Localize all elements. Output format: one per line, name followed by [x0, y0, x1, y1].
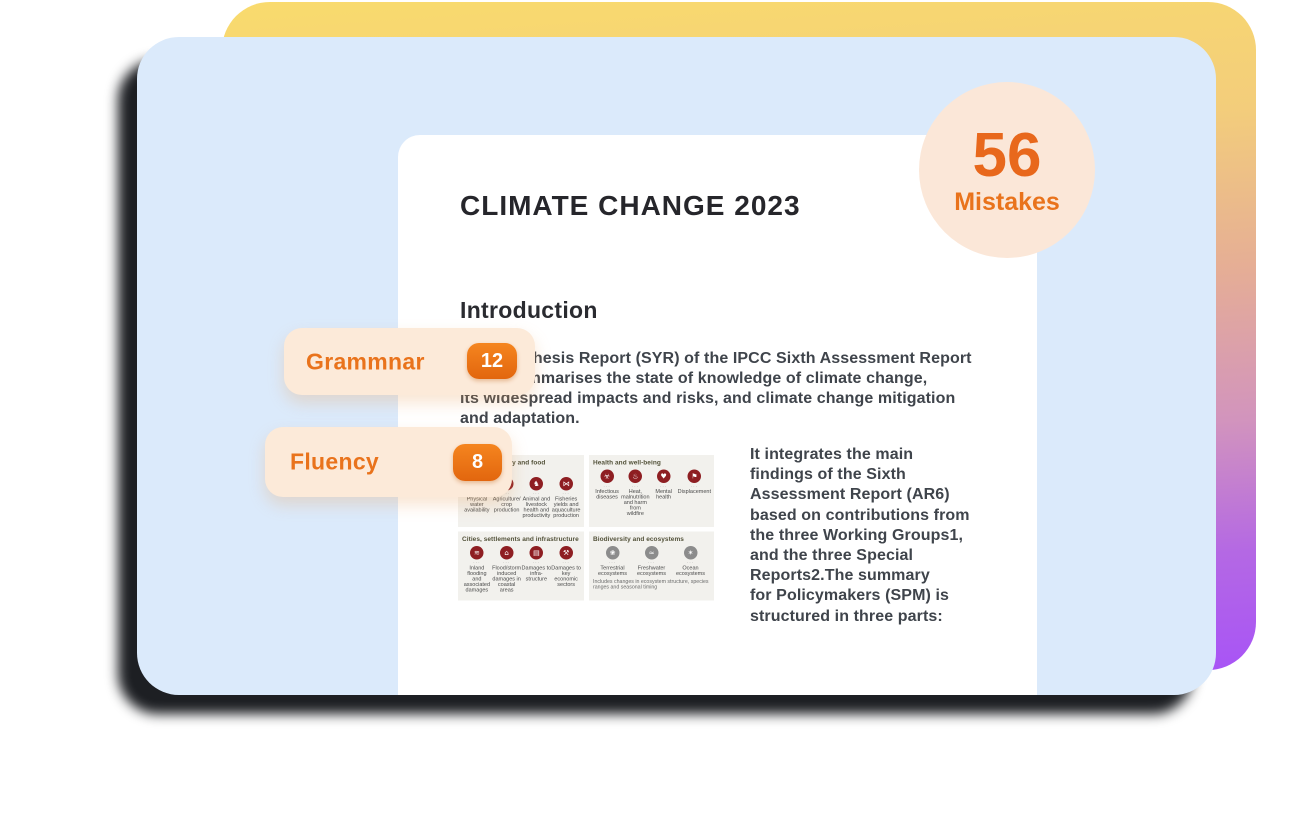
livestock-health-icon: ♞ [529, 477, 544, 491]
figure-panel: Cities, settlements and infrastructure ≋ ·… [458, 531, 584, 601]
figure-panel-title: Biodiversity and ecosystems [593, 535, 684, 543]
side-paragraph-line: and the three Special [750, 547, 914, 565]
fisheries-icon: ⋈ [559, 477, 573, 491]
figure-items-row: ☣ ··· Infectious diseases ♨ ··· Heat, malnutr… [593, 469, 711, 517]
displacement-icon: ⚑ [687, 469, 702, 483]
intro-paragraph: This Synthesis Report (SYR) of the IPCC … [460, 349, 972, 429]
grammar-pill-label: Grammnar [306, 348, 425, 374]
figure-item-label: Inland flooding and associated damages [463, 565, 491, 593]
side-paragraph-line: for Policymakers (SPM) is [750, 587, 950, 605]
figure-item: ⌂ ··· Flood/storm induced damages in coast… [492, 546, 522, 593]
figure-item: ☣ ··· Infectious diseases [593, 469, 621, 517]
side-paragraph-line: based on contributions from [750, 506, 970, 524]
figure-item: ▤ ··· Damages to infra-structure [522, 546, 552, 593]
intro-paragraph-line: its widespread impacts and risks, and cl… [460, 390, 956, 407]
figure-item: ⚑ ··· Displacement [677, 469, 711, 517]
fluency-annotation-pill[interactable]: Fluency 8 [265, 427, 512, 497]
confidence-dots: ··· [562, 560, 570, 565]
mistakes-label: Mistakes [954, 187, 1060, 216]
confidence-dots: ··· [686, 560, 695, 565]
fluency-pill-label: Fluency [290, 448, 380, 475]
side-paragraph-line: structured in three parts: [750, 607, 943, 625]
side-paragraph-line: Assessment Report (AR6) [750, 486, 950, 504]
fluency-count-chip: 8 [453, 444, 502, 481]
figure-item-label: Fisheries yields and aquaculture product… [551, 496, 581, 519]
figure-item: ❀ ··· Terrestrial ecosystems [593, 546, 632, 577]
figure-items-row: ❀ ··· Terrestrial ecosystems ≈ ··· Freshwater… [593, 546, 711, 577]
document-title: CLIMATE CHANGE 2023 [460, 190, 801, 221]
figure-item-label: Ocean ecosystems [675, 565, 706, 577]
confidence-dots: ··· [502, 491, 511, 496]
confidence-dots: ··· [562, 491, 570, 496]
figure-item-label: Damages to infra-structure [521, 565, 552, 582]
figure-item: ⋈ ··· Fisheries yields and aquaculture pro… [551, 477, 581, 519]
intro-paragraph-line: (AR6) summarises the state of knowledge … [460, 370, 928, 387]
confidence-dots: ··· [603, 483, 611, 489]
heat-malnutrition-icon: ♨ [628, 469, 643, 483]
freshwater-ecosystems-icon: ≈ [644, 546, 659, 560]
figure-item-label: Flood/storm induced damages in coastal a… [492, 565, 522, 593]
confidence-dots: ··· [647, 560, 656, 565]
figure-panel-title: Health and well-being [593, 458, 661, 467]
figure-item-label: Terrestrial ecosystems [597, 565, 628, 577]
coastal-flood-icon: ⌂ [499, 546, 514, 560]
figure-item: ⚒ ··· Damages to key economic sectors [551, 546, 581, 593]
section-heading: Introduction [460, 297, 598, 323]
figure-item: ♥ ··· Mental health [650, 469, 678, 517]
confidence-dots: ··· [659, 483, 668, 489]
mistakes-count: 56 [972, 120, 1042, 190]
confidence-dots: ··· [473, 560, 481, 565]
figure-panel-note: Includes changes in ecosystem structure,… [593, 578, 709, 590]
grammar-annotation-pill[interactable]: Grammnar 12 [284, 328, 535, 395]
confidence-dots: ··· [631, 483, 640, 489]
side-paragraph-line: It integrates the main [750, 446, 914, 463]
mental-health-icon: ♥ [656, 469, 671, 483]
inland-flooding-icon: ≋ [470, 546, 484, 560]
side-paragraph-line: the three Working Groups1, [750, 526, 963, 544]
confidence-dots: ··· [532, 560, 541, 565]
confidence-dots: ··· [502, 560, 511, 565]
figure-item-label: Physical water availability [464, 496, 490, 513]
figure-item: ♞ ··· Animal and livestock health and prod… [522, 477, 552, 519]
figure-panel-title: Cities, settlements and infrastructure [462, 535, 579, 543]
figure-item: ♨ ··· Heat, malnutrition and harm from wil… [621, 469, 650, 517]
ocean-ecosystems-icon: ✶ [683, 546, 698, 560]
confidence-dots: ··· [608, 560, 617, 565]
infectious-diseases-icon: ☣ [600, 469, 614, 483]
figure-panel: Health and well-being ☣ ··· Infectious dise… [589, 455, 714, 527]
figure-item-label: Heat, malnutrition and harm from wildfir… [621, 488, 650, 517]
intro-paragraph-line: This Synthesis Report (SYR) of the IPCC … [460, 350, 972, 367]
figure-item-label: Damages to key economic sectors [551, 565, 581, 588]
figure-panel: Biodiversity and ecosystems ❀ ··· Terrestri… [589, 531, 714, 601]
mistakes-badge: 56 Mistakes [919, 82, 1095, 258]
figure-item-label: Animal and livestock health and producti… [522, 496, 551, 519]
side-paragraph-line: findings of the Sixth [750, 466, 906, 484]
figure-item: ≈ ··· Freshwater ecosystems [632, 546, 671, 577]
confidence-dots: ··· [690, 483, 699, 489]
figure-items-row: ≋ ··· Inland flooding and associated damag… [462, 546, 581, 593]
terrestrial-ecosystems-icon: ❀ [605, 546, 620, 560]
side-paragraph: It integrates the main findings of the Si… [750, 445, 970, 627]
figure-item-label: Infectious diseases [595, 488, 619, 500]
economic-sectors-icon: ⚒ [559, 546, 573, 560]
figure-item-label: Displacement [677, 488, 711, 495]
figure-item-label: Freshwater ecosystems [636, 565, 667, 577]
figure-item: ≋ ··· Inland flooding and associated damag… [462, 546, 492, 593]
infrastructure-damage-icon: ▤ [529, 546, 544, 560]
figure-item: ✶ ··· Ocean ecosystems [671, 546, 710, 577]
figure-item-label: Mental health [655, 488, 672, 500]
side-paragraph-line: Reports2.The summary [750, 567, 930, 585]
document-page [398, 135, 1037, 695]
confidence-dots: ··· [532, 491, 541, 496]
figure-item-label: Agriculture/ crop production [492, 496, 521, 513]
grammar-count-chip: 12 [467, 343, 517, 379]
intro-paragraph-line: and adaptation. [460, 410, 580, 427]
